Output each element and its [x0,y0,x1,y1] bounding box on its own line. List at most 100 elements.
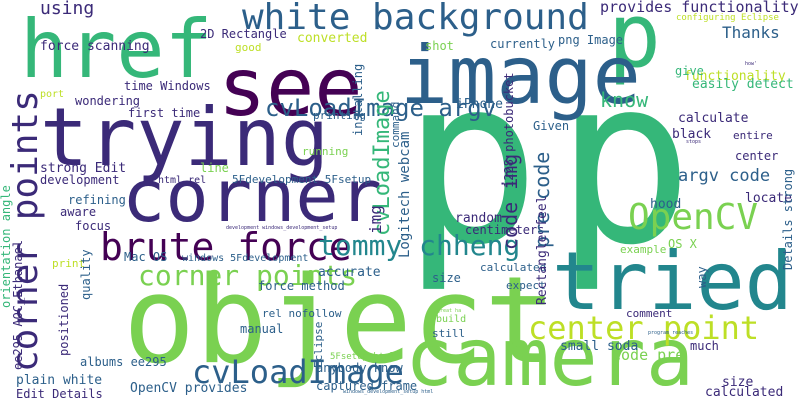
word-locate: locate [745,191,792,206]
word-currently: currently [490,37,556,51]
word-rectangle-feel: Rectangle feel [535,195,550,305]
word-nothing-happens: know [600,88,649,112]
word-screen: cvLoadImage argv [265,94,497,122]
word-random: random [455,211,502,226]
word-cvloadimage-argv: using [40,0,95,19]
word-focus: focus [75,219,112,233]
word-build: expect [506,279,546,292]
word-small-soda: small soda [560,339,639,354]
word-img: img [366,205,385,234]
word-running: Eclipse [312,321,325,368]
word-know: corner points [138,259,358,292]
word-print: running [302,145,349,158]
word-ee295-aoc-ethanael: ee295 AOC_Ethanael [11,239,25,370]
word-windows-development-setup-html: development windows_development_setup [226,225,338,231]
word-aware: aware [60,205,97,219]
word-anybody-know: anybody know [316,361,403,375]
word-converted: converted [297,31,368,46]
word-expect: size [432,271,461,285]
word-quality: quality [79,249,93,300]
word-centimeters: centimeters [465,223,545,237]
word-example: example [620,243,667,256]
word-p: p [608,0,661,87]
word-shot: shot [425,39,454,53]
word-how: printing [313,109,366,122]
word-html-rel: html rel [158,175,207,186]
word-href: href [20,3,213,96]
word-p: p [402,29,541,296]
word-easily-detect: easily detect [692,77,794,92]
word-configuring-eclipse: configuring Eclipse [676,13,779,23]
word-white-background: white background [242,0,589,38]
word-time-windows: time Windows [124,79,211,93]
word-center-point: center point [528,309,760,347]
word-details-strong: Details strong [781,168,795,270]
word-program-reaches: great ha [437,308,462,314]
word-image: image [400,29,641,122]
word-rel-nofollow: 5Fsetup html [330,352,396,362]
word-printing: print [52,257,86,270]
word-still: calculated [480,261,547,274]
word-1228-photobucket: 1228 photobucket [502,72,516,188]
word-brute-force: brute force [100,225,352,269]
word-great-ha: how' [745,61,758,67]
word-entire: entire [733,129,773,142]
word-refining: refining [68,193,126,207]
word-opencv: OpenCV [628,197,759,238]
word-hood: hood [650,197,682,212]
word-given: Given [533,119,570,133]
word-edit-details: Edit Details [16,387,103,400]
word-os-x: OS X [668,237,697,251]
word-way: way [695,266,709,288]
word-give: give [675,64,704,78]
word-force-scanning: force scanning [40,39,150,54]
word-opencv-provides: OpenCV provides [130,381,248,396]
word-black: black [672,127,712,142]
word-plain-white: plain white [16,373,103,388]
word-corner: corner [122,154,383,238]
word-wondering: wondering [75,94,141,108]
word-manual: build [436,314,467,325]
word-2d-rectangle: 2D Rectangle [200,27,287,41]
word-installing: installing [351,63,365,136]
word-eclipse: manual [240,322,284,336]
word-5fsetup-html: comment [626,307,673,320]
word-much: much [690,339,719,353]
word-accurate: accurate [318,265,381,280]
word-5fdevelopment-5fsetup: 5Fdevelopment 5Fsetup [232,173,372,186]
word-captured-frame: captured frame [316,379,418,393]
word-functionality: functionality [684,69,786,84]
word-good: good [235,41,262,54]
word-p: p [555,29,694,296]
word-mac-os: Mac OS [124,250,168,264]
word-tried: tried [552,235,793,328]
word-trying: trying [40,91,329,184]
word-see: see [218,41,363,134]
word-stops: port [40,89,65,100]
word-line: rel nofollow [262,307,342,320]
word-iphone: iPhone [456,97,503,112]
word-tommy-chheng: tommy chheng [318,229,521,262]
word-provides-functionality: provides functionality [600,0,799,16]
word-argv-code: argv code [678,166,771,186]
word-positioned: positioned [57,283,71,356]
word-using: cvLoadImage [192,353,404,391]
word-object: object [123,252,557,391]
word-help-chen: windows_development_setup html [343,389,434,395]
word-development-windows-development-setup: stops [686,139,702,145]
word-comment: still [432,327,466,340]
word-code-pre: code pre [612,346,685,364]
word-png-image: png Image [558,33,624,47]
word-camera: camera [405,311,694,400]
word-port: line [200,161,229,175]
word-calculated: calculated [705,385,784,400]
word-strong-edit: strong Edit [40,161,127,176]
word-force-method: force method [258,279,345,293]
word-size: size [722,375,754,390]
word-development: development [40,173,120,187]
word-command: command [389,101,402,148]
word-first-time: first time [128,106,201,120]
word-developer: program reaches [648,330,694,336]
word-windows-5fdevelopment: windows 5Fdevelopment [182,253,309,264]
word-logitech-webcam: Logitech webcam [397,131,413,258]
